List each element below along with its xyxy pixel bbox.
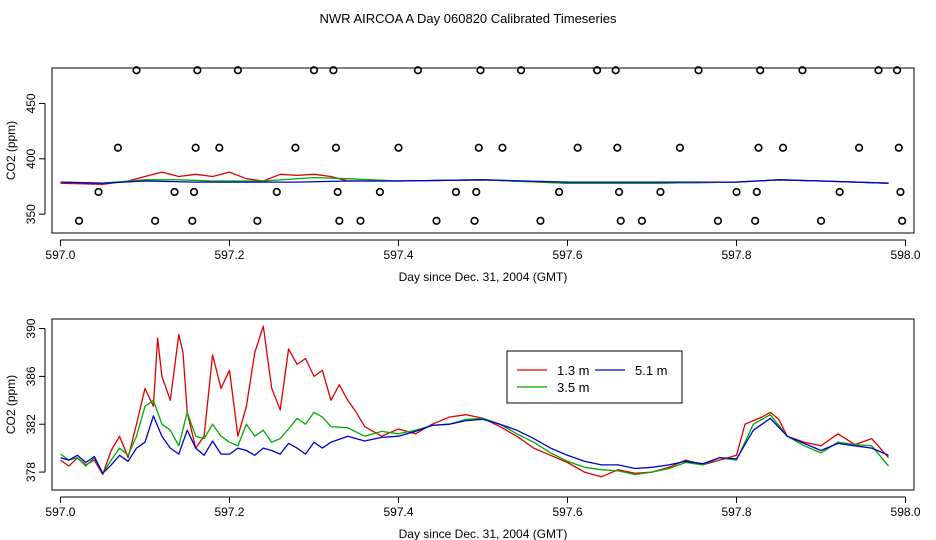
y-axis-label: CO2 (ppm) bbox=[4, 121, 18, 180]
marker-point bbox=[470, 216, 479, 225]
marker-point bbox=[472, 187, 481, 197]
marker-point bbox=[151, 216, 160, 225]
marker-point bbox=[798, 66, 807, 75]
marker-point bbox=[754, 143, 763, 152]
y-tick-label: 400 bbox=[24, 148, 38, 168]
top-panel: 597.0 597.2 597.4 597.6 597.8 598.0 350 400 450 D… bbox=[4, 66, 921, 284]
legend: 1.3 m 3.5 m 5.1 m bbox=[506, 350, 683, 404]
marker-point bbox=[713, 216, 723, 225]
marker-point bbox=[892, 66, 902, 75]
marker-point bbox=[536, 216, 545, 225]
series-5-1-m-line bbox=[60, 179, 889, 184]
marker-point bbox=[752, 187, 761, 197]
y-tick-label: 350 bbox=[24, 204, 38, 224]
x-tick-label: 597.4 bbox=[383, 505, 413, 519]
y-tick-label: 378 bbox=[24, 462, 38, 482]
x-tick-label: 597.0 bbox=[45, 505, 75, 519]
marker-point bbox=[113, 143, 123, 152]
marker-point bbox=[694, 66, 703, 75]
marker-point bbox=[309, 66, 319, 75]
marker-point bbox=[614, 187, 624, 197]
x-tick-label: 597.0 bbox=[45, 248, 75, 262]
marker-point bbox=[333, 187, 342, 197]
marker-point bbox=[778, 143, 788, 152]
marker-point bbox=[732, 187, 741, 197]
marker-point bbox=[616, 216, 625, 225]
marker-point bbox=[329, 66, 338, 75]
marker-point bbox=[854, 143, 864, 152]
marker-point bbox=[375, 187, 384, 197]
marker-point bbox=[193, 66, 202, 75]
marker-point bbox=[476, 66, 485, 75]
legend-box bbox=[506, 350, 683, 404]
legend-label: 5.1 m bbox=[635, 363, 668, 378]
marker-point bbox=[188, 216, 197, 225]
y-tick-label: 382 bbox=[24, 414, 38, 434]
marker-point bbox=[215, 143, 224, 152]
marker-point bbox=[413, 66, 423, 75]
marker-point bbox=[189, 187, 199, 197]
series-3-5-m-line bbox=[60, 399, 890, 476]
marker-point bbox=[498, 143, 507, 152]
marker-point bbox=[94, 187, 103, 197]
marker-point bbox=[474, 143, 483, 152]
marker-point bbox=[432, 216, 441, 225]
marker-point bbox=[356, 216, 365, 225]
y-tick-label: 386 bbox=[24, 366, 38, 386]
y-axis-label: CO2 (ppm) bbox=[4, 375, 18, 434]
x-tick-label: 597.8 bbox=[722, 505, 752, 519]
marker-point bbox=[291, 143, 300, 152]
marker-point bbox=[874, 66, 883, 75]
marker-point bbox=[756, 66, 765, 75]
legend-label: 3.5 m bbox=[557, 380, 590, 395]
marker-point bbox=[592, 66, 602, 75]
marker-point bbox=[394, 143, 403, 152]
marker-point bbox=[335, 216, 344, 225]
marker-point bbox=[835, 187, 844, 197]
marker-point bbox=[170, 187, 179, 197]
marker-point bbox=[516, 66, 526, 75]
x-axis-label: Day since Dec. 31, 2004 (GMT) bbox=[399, 270, 568, 284]
x-tick-label: 598.0 bbox=[891, 505, 921, 519]
marker-point bbox=[554, 187, 564, 197]
x-tick-label: 597.8 bbox=[722, 248, 752, 262]
x-tick-label: 598.0 bbox=[891, 248, 921, 262]
marker-point bbox=[74, 216, 84, 225]
marker-point bbox=[816, 216, 826, 225]
marker-point bbox=[637, 216, 646, 225]
x-axis-label: Day since Dec. 31, 2004 (GMT) bbox=[399, 527, 568, 540]
bottom-panel: 597.0 597.2 597.4 597.6 597.8 598.0 378 382 386 3… bbox=[4, 318, 921, 540]
x-tick-label: 597.2 bbox=[214, 505, 244, 519]
x-tick-label: 597.6 bbox=[552, 505, 582, 519]
marker-point bbox=[898, 216, 907, 225]
marker-point bbox=[233, 66, 243, 75]
marker-point bbox=[613, 143, 622, 152]
x-tick-label: 597.2 bbox=[214, 248, 244, 262]
figure-title: NWR AIRCOA A Day 060820 Calibrated Times… bbox=[320, 11, 617, 26]
x-tick-label: 597.6 bbox=[552, 248, 582, 262]
marker-point bbox=[656, 187, 665, 197]
series-5-1-m-line bbox=[60, 415, 889, 474]
y-tick-label: 390 bbox=[24, 318, 38, 338]
marker-point bbox=[253, 216, 262, 225]
marker-point bbox=[191, 143, 200, 152]
marker-point bbox=[894, 143, 903, 152]
marker-point bbox=[272, 187, 281, 197]
y-tick-label: 450 bbox=[24, 93, 38, 113]
marker-point bbox=[611, 66, 620, 75]
marker-point bbox=[451, 187, 461, 197]
marker-point bbox=[896, 187, 905, 197]
plot-frame bbox=[51, 318, 915, 491]
marker-point bbox=[675, 143, 685, 152]
marker-point bbox=[751, 216, 760, 225]
marker-point bbox=[132, 66, 141, 75]
legend-label: 1.3 m bbox=[557, 363, 590, 378]
marker-point bbox=[331, 143, 341, 152]
x-tick-label: 597.4 bbox=[383, 248, 413, 262]
series-1-3-m-line bbox=[60, 325, 890, 478]
marker-point bbox=[573, 143, 582, 152]
